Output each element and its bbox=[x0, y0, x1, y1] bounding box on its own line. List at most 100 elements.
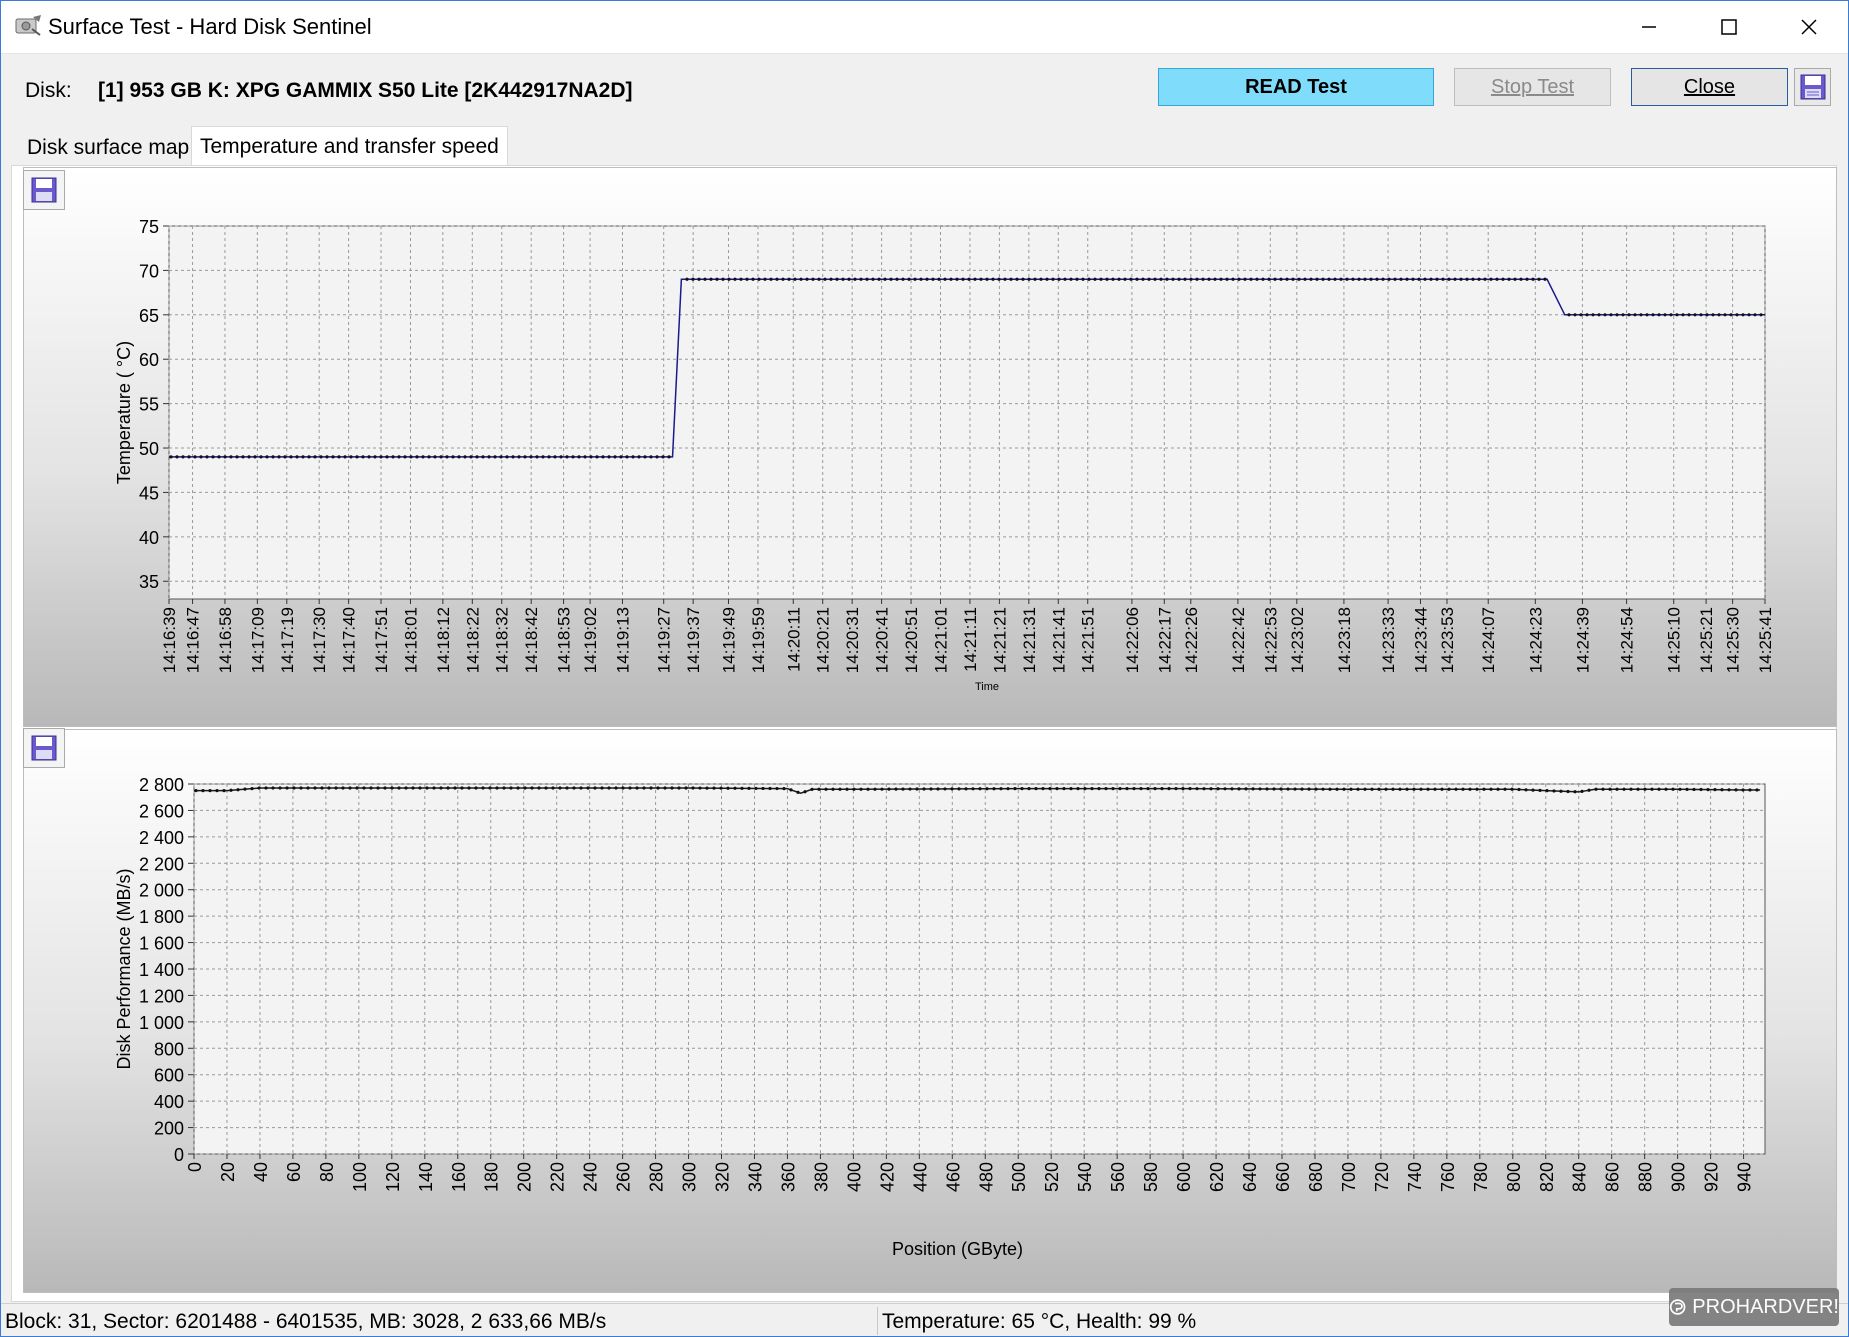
temperature-point bbox=[1543, 277, 1547, 281]
temperature-point bbox=[703, 277, 707, 281]
y-axis-label: Disk Performance (MB/s) bbox=[114, 868, 134, 1069]
performance-point bbox=[1034, 787, 1038, 791]
temperature-point bbox=[307, 455, 311, 459]
x-axis-label: Time bbox=[975, 681, 999, 693]
read-test-button[interactable]: READ Test bbox=[1158, 68, 1434, 106]
performance-point bbox=[1146, 787, 1150, 791]
minimize-icon bbox=[1642, 26, 1656, 28]
performance-point bbox=[656, 786, 660, 790]
performance-point bbox=[971, 787, 975, 791]
temperature-point bbox=[379, 455, 383, 459]
performance-point bbox=[369, 786, 373, 790]
window-close-button[interactable] bbox=[1769, 1, 1848, 53]
temperature-point bbox=[229, 455, 233, 459]
save-temperature-chart-button[interactable] bbox=[23, 170, 65, 210]
x-tick-label: 60 bbox=[284, 1162, 304, 1182]
performance-point bbox=[1349, 787, 1353, 791]
performance-point bbox=[474, 786, 478, 790]
minimize-button[interactable] bbox=[1609, 1, 1689, 53]
temperature-point bbox=[1705, 313, 1709, 317]
performance-point bbox=[1650, 787, 1654, 791]
performance-point bbox=[1573, 790, 1577, 794]
tab-disk-surface-map[interactable]: Disk surface map bbox=[27, 136, 190, 159]
tab-temperature-transfer-speed[interactable]: Temperature and transfer speed bbox=[191, 126, 508, 167]
stop-test-button[interactable]: Stop Test bbox=[1454, 68, 1611, 106]
temperature-point bbox=[355, 455, 359, 459]
x-tick-label: 140 bbox=[416, 1162, 436, 1192]
temperature-point bbox=[1081, 277, 1085, 281]
temperature-point bbox=[625, 455, 629, 459]
temperature-point bbox=[1615, 313, 1619, 317]
disk-selector[interactable]: [1] 953 GB K: XPG GAMMIX S50 Lite [2K442… bbox=[98, 79, 633, 102]
temperature-point bbox=[631, 455, 635, 459]
temperature-point bbox=[331, 455, 335, 459]
temperature-point bbox=[781, 277, 785, 281]
window-title: Surface Test - Hard Disk Sentinel bbox=[48, 14, 372, 39]
y-tick-label: 1 200 bbox=[139, 986, 184, 1006]
performance-point bbox=[1223, 787, 1227, 791]
close-button[interactable]: Close bbox=[1631, 68, 1788, 106]
temperature-point bbox=[1477, 277, 1481, 281]
temperature-point bbox=[973, 277, 977, 281]
performance-point bbox=[1272, 787, 1276, 791]
performance-point bbox=[1384, 787, 1388, 791]
temperature-point bbox=[1273, 277, 1277, 281]
temperature-point bbox=[553, 455, 557, 459]
temperature-point bbox=[289, 455, 293, 459]
x-tick-label: 640 bbox=[1240, 1162, 1260, 1192]
y-tick-label: 40 bbox=[139, 528, 159, 548]
temperature-point bbox=[715, 277, 719, 281]
performance-point bbox=[677, 786, 681, 790]
y-tick-label: 0 bbox=[174, 1145, 184, 1165]
temperature-point bbox=[1507, 277, 1511, 281]
x-tick-label: 800 bbox=[1504, 1162, 1524, 1192]
temperature-point bbox=[241, 455, 245, 459]
temperature-point bbox=[1189, 277, 1193, 281]
temperature-point bbox=[1645, 313, 1649, 317]
temperature-point bbox=[1669, 313, 1673, 317]
performance-point bbox=[852, 787, 856, 791]
temperature-point bbox=[271, 455, 275, 459]
performance-point bbox=[943, 787, 947, 791]
temperature-point bbox=[403, 455, 407, 459]
x-tick-label: 14:22:42 bbox=[1229, 607, 1248, 673]
x-tick-label: 14:23:02 bbox=[1288, 607, 1307, 673]
temperature-point bbox=[1135, 277, 1139, 281]
temperature-point bbox=[751, 277, 755, 281]
temperature-point bbox=[1027, 277, 1031, 281]
performance-point bbox=[684, 786, 688, 790]
performance-point bbox=[670, 786, 674, 790]
temperature-point bbox=[1405, 277, 1409, 281]
x-tick-label: 14:21:31 bbox=[1020, 607, 1039, 673]
performance-point bbox=[537, 786, 541, 790]
performance-point bbox=[1202, 787, 1206, 791]
temperature-point bbox=[1501, 277, 1505, 281]
performance-point bbox=[978, 787, 982, 791]
temperature-point bbox=[817, 277, 821, 281]
performance-point bbox=[810, 787, 814, 791]
temperature-point bbox=[1585, 313, 1589, 317]
performance-point bbox=[1090, 787, 1094, 791]
x-tick-label: 14:20:11 bbox=[784, 607, 803, 672]
save-report-button[interactable] bbox=[1794, 68, 1831, 106]
x-tick-label: 240 bbox=[581, 1162, 601, 1192]
performance-point bbox=[1678, 787, 1682, 791]
temperature-point bbox=[745, 277, 749, 281]
temperature-point bbox=[1597, 313, 1601, 317]
x-tick-label: 14:19:27 bbox=[655, 607, 674, 673]
performance-point bbox=[922, 787, 926, 791]
temperature-point bbox=[433, 455, 437, 459]
performance-point bbox=[936, 787, 940, 791]
y-tick-label: 50 bbox=[139, 439, 159, 459]
maximize-button[interactable] bbox=[1689, 1, 1769, 53]
y-tick-label: 60 bbox=[139, 350, 159, 370]
y-tick-label: 200 bbox=[154, 1119, 184, 1139]
temperature-point bbox=[313, 455, 317, 459]
temperature-point bbox=[1339, 277, 1343, 281]
temperature-point bbox=[1747, 313, 1751, 317]
performance-point bbox=[1517, 787, 1521, 792]
temperature-point bbox=[445, 455, 449, 459]
temperature-point bbox=[571, 455, 575, 459]
save-performance-chart-button[interactable] bbox=[23, 728, 65, 768]
performance-point bbox=[1433, 787, 1437, 791]
